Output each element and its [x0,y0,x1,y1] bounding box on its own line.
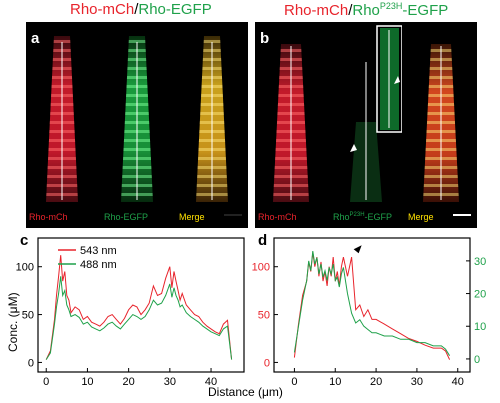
micrograph-a-green: Rho-EGFP [101,22,173,228]
micrograph-b-red: b Rho-mCh [255,22,327,228]
x-tick-label: 30 [411,376,423,388]
micrograph-label-rho-egfp: Rho-EGFP [104,212,149,222]
x-tick-label: 40 [205,376,217,388]
rod-green-p23h-image [350,25,403,202]
micrograph-b-green: RhoP23H-EGFP [330,22,403,228]
chart-c: 0 10 20 30 40 0 50 100 543 nm 488 nm [16,237,245,388]
rod-red-image-b [273,44,309,202]
series-line-0 [45,255,233,360]
rod-red-image [46,36,78,202]
panel-a-title: Rho-mCh/Rho-EGFP [70,1,212,18]
y-tick-label: 100 [16,262,34,274]
panel-b-title-green-main: Rho [352,2,380,19]
rod-green-image [121,36,153,202]
micrograph-label-rho-mch: Rho-mCh [29,212,68,222]
chart-d: 0 10 20 30 40 0 50 100 0 10 20 30 [252,237,486,388]
x-tick-label: 0 [291,376,297,388]
rod-merge-image [196,36,228,202]
panel-b-title-green-sup: P23H [379,1,403,11]
series-line-1 [45,276,233,360]
y-axis-label: Conc. (μM) [6,292,20,352]
panel-a-letter: a [31,30,40,47]
panel-c: c 0 10 20 30 40 0 50 100 543 nm 488 nm [0,232,250,403]
panel-b-title-sep: / [348,2,353,19]
series-line-1 [293,251,451,356]
panel-a-title-sep: / [134,1,139,18]
y2-tick-label: 30 [474,256,486,268]
x-tick-label: 10 [81,376,93,388]
plot-frame [37,237,245,373]
label-rho-p23h-end: -EGFP [364,212,393,222]
arrowhead-marker [353,245,362,254]
y-tick-label: 50 [22,310,34,322]
x-tick-label: 20 [123,376,135,388]
y-tick-label: 50 [258,310,270,322]
label-rho-p23h-sup: P23H [349,212,365,218]
panel-b-title: Rho-mCh/RhoP23H-EGFP [284,1,448,19]
micrograph-a-red: a Rho-mCh [26,22,98,228]
panel-b-title-green-end: -EGFP [402,2,449,19]
rod-merge-image-b [423,44,459,202]
panel-a-title-green: Rho-EGFP [138,1,212,18]
x-tick-label: 0 [43,376,49,388]
legend-label-0: 543 nm [80,245,117,257]
micrograph-label-rho-p23h-egfp: RhoP23H-EGFP [333,212,392,222]
scale-bar-b [453,214,471,216]
y2-tick-label: 10 [474,321,486,333]
y2-tick-label: 20 [474,289,486,301]
panel-b-micrographs: b Rho-mCh RhoP23H-EGFP Merge [255,22,477,228]
x-tick-label: 30 [164,376,176,388]
plot-frame [273,237,471,373]
panel-d-letter: d [258,232,268,249]
scale-bar-a [224,214,242,216]
y-tick-label: 0 [28,357,34,369]
micrograph-label-merge-a: Merge [179,212,205,222]
legend-label-1: 488 nm [80,259,117,271]
panel-b-letter: b [260,30,270,47]
micrograph-b-merge: Merge [405,22,477,228]
y2-tick-label: 0 [474,354,480,366]
label-rho-p23h-main: Rho [333,212,350,222]
y-tick-label: 0 [264,357,270,369]
x-tick-label: 20 [370,376,382,388]
panel-b-title-red: Rho-mCh [284,2,349,19]
micrograph-label-rho-mch-b: Rho-mCh [258,212,297,222]
micrograph-label-merge-b: Merge [408,212,434,222]
panel-d: d 0 10 20 30 40 0 50 100 0 10 20 30 [250,232,500,403]
x-tick-label: 40 [452,376,464,388]
panel-a-title-red: Rho-mCh [70,1,135,18]
x-tick-label: 10 [329,376,341,388]
x-axis-label: Distance (μm) [208,385,283,399]
y-tick-label: 100 [252,262,270,274]
panel-c-letter: c [20,232,29,249]
panel-a-micrographs: a Rho-mCh Rho-EGFP [26,22,248,228]
micrograph-a-merge: Merge [176,22,248,228]
